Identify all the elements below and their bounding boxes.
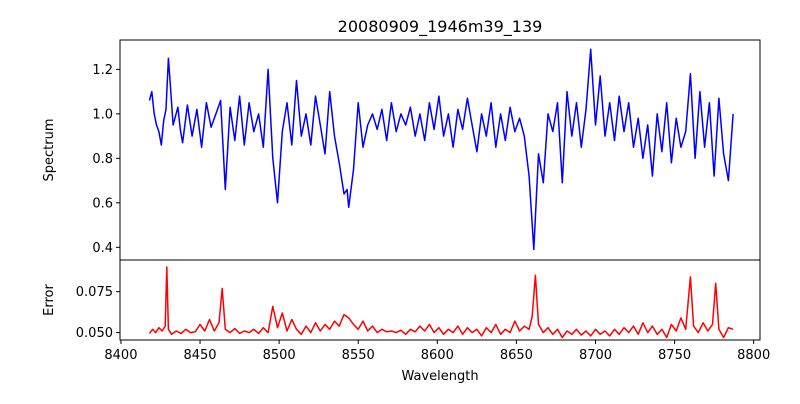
error-line: [148, 266, 734, 339]
spectrum-line: [148, 48, 734, 251]
y-tick-label: 0.8: [92, 152, 113, 167]
spectrum-ylabel: Spectrum: [42, 119, 57, 182]
y-tick-label: 0.050: [76, 326, 113, 341]
y-tick-label: 1.2: [92, 63, 113, 78]
axes-frame: [119, 259, 761, 341]
y-tick-label: 0.075: [76, 285, 113, 300]
error-axes: 0.050 0.075 8400 8450 8500 8550 8600 8650 8700 87…: [76, 259, 770, 363]
x-tick-label: 8600: [421, 348, 454, 363]
x-tick-label: 8400: [104, 348, 137, 363]
x-tick-label: 8450: [183, 348, 216, 363]
error-ylabel: Error: [42, 284, 57, 316]
y-tick-label: 0.4: [92, 241, 113, 256]
x-tick-label: 8550: [342, 348, 375, 363]
chart-title: 20080909_1946m39_139: [338, 17, 543, 37]
x-tick-label: 8800: [737, 348, 770, 363]
y-tick-label: 1.0: [92, 107, 113, 122]
x-tick-label: 8750: [658, 348, 691, 363]
axes-frame: [119, 39, 761, 261]
x-tick-label: 8650: [500, 348, 533, 363]
y-tick-label: 0.6: [92, 196, 113, 211]
spectrum-axes: 0.4 0.6 0.8 1.0 1.2: [92, 39, 761, 261]
x-tick-label: 8700: [579, 348, 612, 363]
x-tick-label: 8500: [263, 348, 296, 363]
xlabel: Wavelength: [401, 369, 478, 384]
